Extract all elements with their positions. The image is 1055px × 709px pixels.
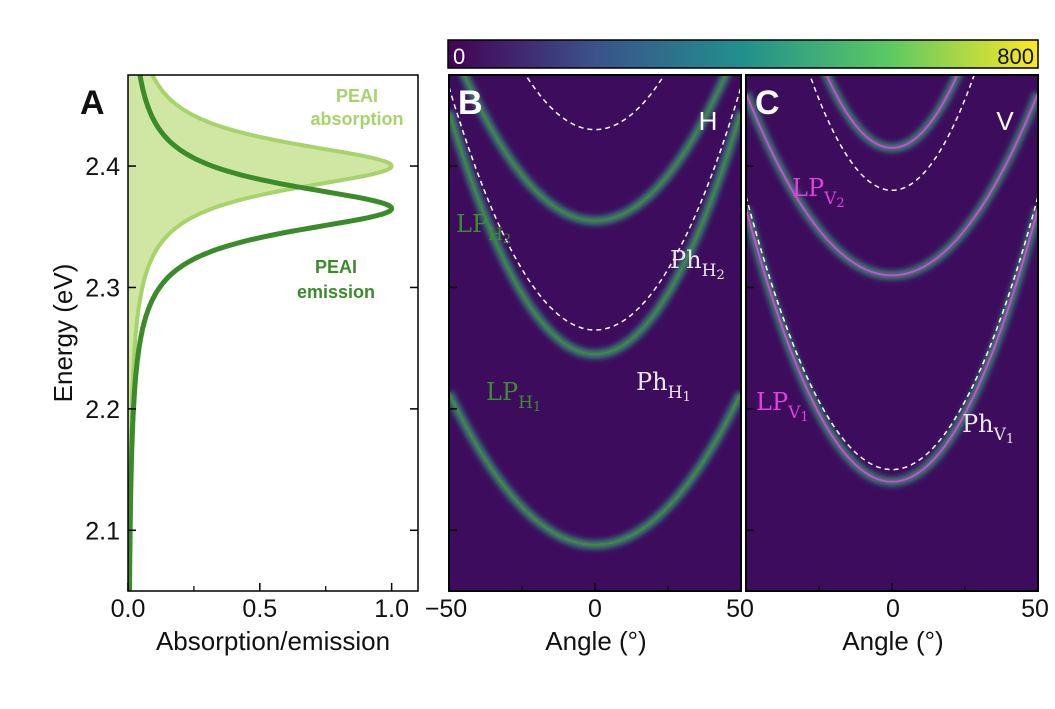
- lpv1-curve: [746, 208, 1038, 483]
- xtick-label: 0.0: [111, 595, 146, 623]
- angle-tick-label: 0: [886, 595, 900, 623]
- panel-b-polarization: H: [699, 106, 718, 136]
- colorbar-min-label: 0: [453, 44, 465, 69]
- panel-label-b: B: [458, 84, 483, 122]
- panel-b-xlabel: Angle (°): [545, 626, 646, 656]
- panel-b-curves: [449, 75, 741, 546]
- absorption-fill: [128, 75, 392, 591]
- emission-label-line2: emission: [297, 282, 375, 302]
- panel-c-xlabel: Angle (°): [842, 626, 943, 656]
- emission-label-line1: PEAI: [315, 257, 357, 277]
- panel-label-a: A: [80, 84, 105, 122]
- angle-tick-label: 50: [726, 595, 754, 623]
- panel-a-xticks: 0.0 0.5 1.0: [111, 583, 409, 623]
- ytick-label: 2.1: [85, 517, 120, 545]
- panel-a-yticks: 2.1 2.2 2.3 2.4: [85, 153, 418, 545]
- panel-a-frame: [127, 74, 419, 592]
- panel-b: B H Angle (°) LPH2 LPH1 PhH2 PhH1: [448, 74, 742, 656]
- ytick-label: 2.4: [85, 153, 120, 181]
- label-lph1: LPH1: [486, 378, 541, 415]
- colorbar-max-label: 800: [997, 44, 1034, 69]
- panel-label-c: C: [755, 84, 780, 122]
- panel-b-ticks: [448, 165, 742, 591]
- panel-c-background: [746, 75, 1038, 591]
- label-phv1: PhV1: [962, 410, 1014, 447]
- panel-c-ticks: [745, 165, 1039, 591]
- panel-b-background: [449, 75, 741, 591]
- lpv2-curve: [746, 92, 1038, 277]
- label-lph2: LPH2: [456, 210, 511, 247]
- lph1-curve: [449, 392, 741, 546]
- emission-curve: [128, 75, 395, 591]
- label-lpv1: LPV1: [756, 388, 809, 425]
- label-phh2: PhH2: [670, 246, 725, 283]
- panel-a-ylabel: Energy (eV): [48, 264, 78, 403]
- ytick-label: 2.3: [85, 274, 120, 302]
- ytick-label: 2.2: [85, 396, 120, 424]
- angle-tick-label: 50: [1021, 595, 1049, 623]
- absorption-label-line1: PEAI: [336, 86, 378, 106]
- colorbar-bar: [447, 39, 1039, 69]
- absorption-label-line2: absorption: [311, 109, 404, 129]
- panel-a: 2.1 2.2 2.3 2.4 0.0 0.5 1.0 A Energy (eV) Abs…: [48, 74, 419, 656]
- xtick-label: 0.5: [242, 595, 277, 623]
- lph2-curve: [449, 111, 741, 356]
- phv2-dashed-curve: [809, 75, 975, 192]
- panel-c-polarization: V: [996, 106, 1014, 136]
- angle-tick-labels: −50 0 50 0 50: [425, 595, 1049, 623]
- upv-curve: [825, 75, 959, 149]
- label-phh1: PhH1: [636, 368, 691, 405]
- panel-c-curves: [746, 75, 1038, 483]
- angle-tick-label: 0: [588, 595, 602, 623]
- xtick-label: 1.0: [374, 595, 409, 623]
- colorbar: 0 800: [447, 39, 1039, 69]
- panel-a-xlabel: Absorption/emission: [156, 626, 390, 656]
- panel-c: C V Angle (°) LPV2 LPV1 PhV1: [745, 74, 1039, 656]
- uph-curve: [463, 75, 727, 222]
- angle-tick-label: −50: [425, 595, 467, 623]
- label-lpv2: LPV2: [792, 174, 845, 211]
